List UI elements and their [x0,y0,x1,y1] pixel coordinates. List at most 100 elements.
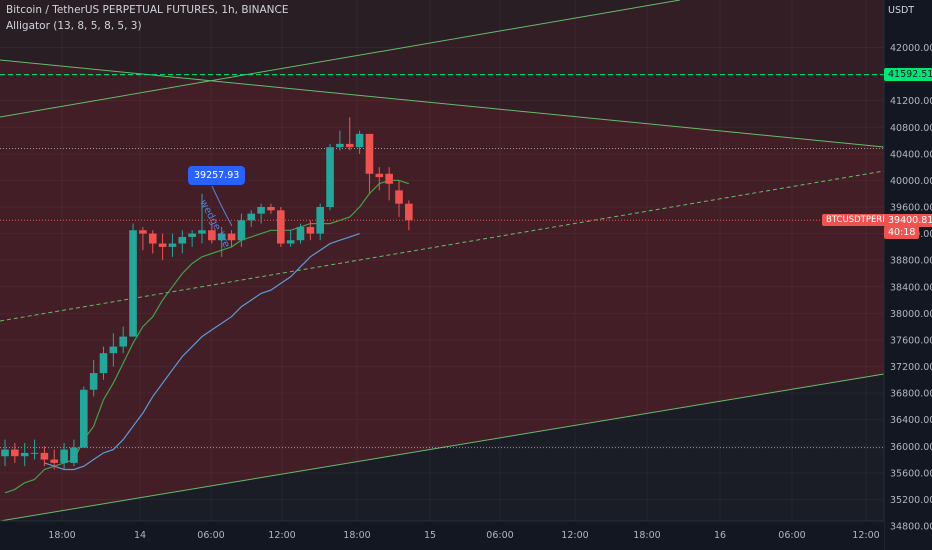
candle[interactable] [70,439,78,467]
candle[interactable] [168,233,177,257]
candle[interactable] [50,449,59,470]
candle[interactable] [237,213,246,247]
candle[interactable] [139,226,147,251]
time-tick-label: 18:00 [633,530,660,541]
price-tick-label: 40800.00 [890,123,932,134]
candle-body [178,236,187,244]
candle-body [385,173,393,184]
candle[interactable] [336,130,344,151]
candle[interactable] [267,203,275,214]
candle-body [50,459,59,463]
candle-body [188,233,196,237]
candle-body [20,452,29,457]
candle[interactable] [355,130,364,154]
annotation-arrow [211,185,233,227]
candle[interactable] [99,346,108,380]
candle-body [40,452,49,460]
price-tick-label: 38000.00 [890,309,932,320]
symbol-label: BTCUSDTPERP [822,214,892,226]
price-tick-label: 36800.00 [890,389,932,400]
price-tick-label: 42000.00 [890,43,932,54]
candle-body [365,133,374,174]
candle[interactable] [80,386,88,448]
price-tick-label: 35600.00 [890,468,932,479]
candle[interactable] [89,359,98,397]
candle[interactable] [1,439,9,467]
candle[interactable] [217,226,226,257]
candle[interactable] [247,210,256,227]
upper-zone [0,0,884,147]
candle-body [129,230,137,337]
price-callout[interactable]: 39257.93 [188,166,246,185]
candle-body [99,353,108,374]
price-tick-label: 34800.00 [890,522,932,533]
price-tick-label: 39600.00 [890,203,932,214]
candle-body [296,226,305,241]
wedge-mid-line [0,170,885,322]
candle-body [1,449,9,457]
candle-body [198,230,206,234]
candle[interactable] [109,333,118,367]
time-tick-label: 06:00 [486,530,513,541]
candle[interactable] [198,193,206,244]
candle[interactable] [208,223,216,244]
price-tick-label: 37600.00 [890,335,932,346]
candle-body [237,220,246,241]
price-tick-label: 38400.00 [890,282,932,293]
candle[interactable] [296,223,305,244]
candle[interactable] [158,233,167,261]
currency-label: USDT [888,5,915,16]
price-tick-label: 40400.00 [890,149,932,160]
candle-body [277,210,285,244]
candle[interactable] [326,143,334,211]
candle[interactable] [277,207,285,247]
candle[interactable] [257,203,265,224]
price-axis[interactable] [884,0,932,550]
candle[interactable] [119,326,127,354]
price-tick-label: 36000.00 [890,442,932,453]
candle[interactable] [148,230,157,254]
candle[interactable] [385,167,393,201]
candle[interactable] [129,223,137,337]
candle-body [80,389,88,448]
candle-body [355,133,364,148]
candle[interactable] [188,230,196,247]
candle-body [316,207,324,234]
candle[interactable] [40,446,49,467]
candle[interactable] [60,442,68,470]
candle[interactable] [178,230,187,254]
candle-body [70,447,78,463]
candle[interactable] [20,442,29,467]
alligator-jaw-line [44,233,360,471]
time-tick-label: 06:00 [778,530,805,541]
candle-body [11,449,19,457]
candle-body [257,207,265,214]
candle[interactable] [345,117,354,151]
time-axis[interactable] [0,521,884,550]
candle[interactable] [375,167,384,191]
candle[interactable] [316,203,324,241]
candle-body [109,346,118,354]
time-tick-label: 12:00 [561,530,588,541]
time-tick-label: 06:00 [197,530,224,541]
candle[interactable] [306,220,315,241]
price-tick-label: 41200.00 [890,96,932,107]
last-price-label: 39400.81 [884,214,932,227]
indicator-legend[interactable]: Alligator (13, 8, 5, 8, 5, 3) [6,20,142,32]
candle[interactable] [286,230,295,247]
candle[interactable] [11,442,19,463]
time-tick-label: 16 [714,530,726,541]
time-tick-label: 18:00 [343,530,370,541]
candle[interactable] [405,200,413,231]
candle-body [345,143,354,148]
candle-body [326,147,334,207]
candle-body [227,233,236,241]
price-tick-label: 38800.00 [890,256,932,267]
candle[interactable] [227,230,236,247]
price-tick-label: 36400.00 [890,415,932,426]
candle[interactable] [395,180,403,217]
candle[interactable] [365,133,374,194]
candle-body [286,240,295,244]
candle[interactable] [30,439,39,460]
